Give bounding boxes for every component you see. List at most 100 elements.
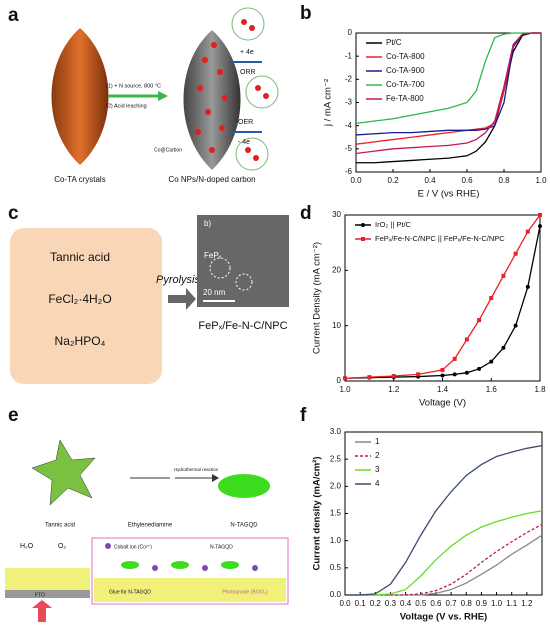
panel-label: b (300, 3, 312, 24)
y-tick-label: 0.5 (330, 563, 342, 572)
y-tick-label: -1 (345, 51, 353, 60)
marker (452, 372, 457, 377)
reagent: Tannic acid (50, 250, 110, 264)
x-tick-label: 0.3 (385, 599, 397, 608)
series-line (355, 32, 541, 124)
arrow-head (186, 288, 196, 310)
x-tick-label: 0.1 (355, 599, 367, 608)
x-tick-label: 0.0 (339, 599, 351, 608)
y-tick-label: -5 (345, 144, 353, 153)
legend-label: Co-TA-700 (386, 80, 425, 89)
nanoparticles (195, 42, 228, 153)
marker (513, 251, 518, 256)
x-tick-label: 0.8 (461, 599, 473, 608)
y-tick-label: 0.0 (330, 590, 342, 599)
x-tick-label: 1.0 (339, 385, 351, 394)
y-tick-label: 10 (332, 321, 341, 330)
y-tick-label: -4 (345, 121, 353, 130)
panel-label: f (300, 405, 307, 426)
reagent-box (10, 228, 162, 384)
scale-label: 20 nm (203, 288, 226, 297)
legend-label: IrO₂ || Pt/C (375, 220, 412, 229)
legend-label: 2 (375, 451, 380, 460)
legend-label: Fe-TA-800 (386, 94, 424, 103)
arrow-head (158, 91, 168, 101)
legend-text: N-TAGQD (210, 544, 233, 550)
series-line (345, 523, 543, 596)
legend-marker (361, 237, 365, 241)
tem-image (197, 215, 289, 307)
annotation: + 4e (240, 49, 254, 56)
light (32, 600, 52, 622)
caption: Co-TA crystals (54, 175, 105, 184)
y-axis-label: Current density (mA/cm²) (312, 456, 323, 570)
y-tick-label: -6 (345, 167, 353, 176)
marker (501, 273, 506, 278)
x-tick-label: 0.2 (387, 176, 399, 185)
x-tick-label: 1.2 (388, 385, 400, 394)
x-tick-label: 1.1 (506, 599, 518, 608)
caption: Co NPs/N-doped carbon (168, 175, 255, 184)
marker (440, 373, 445, 378)
y-tick-label: 0 (337, 376, 342, 385)
legend-text: Cobalt ion (Co²⁺) (114, 544, 152, 550)
marker (525, 229, 530, 234)
highlight (209, 257, 231, 279)
highlight (235, 273, 253, 291)
marker (525, 284, 530, 289)
series-line (345, 510, 543, 596)
reagent: FeCl₂·4H₂O (48, 292, 111, 306)
crystal (51, 28, 109, 165)
caption: O₂ (58, 543, 66, 550)
x-tick-label: 0.6 (430, 599, 442, 608)
step: (2) Acid leaching (106, 103, 147, 109)
y-axis-label: j / mA cm⁻² (323, 79, 334, 127)
series-line (355, 32, 541, 155)
marker (513, 323, 518, 328)
photoanode (5, 568, 90, 590)
caption: Tannic acid (45, 523, 75, 529)
y-tick-label: 2.0 (330, 481, 342, 490)
caption: N-TAGQD (230, 523, 258, 529)
arrow-head (212, 474, 219, 482)
legend-label: FePₓ/Fe-N-C/NPC || FePₓ/Fe-N-C/NPC (375, 234, 505, 243)
annotation: ORR (240, 69, 256, 76)
series-line (345, 444, 543, 596)
series-line (345, 534, 543, 596)
series-line (344, 225, 541, 379)
legend-label: Co-TA-800 (386, 52, 425, 61)
x-tick-label: 1.0 (535, 176, 547, 185)
y-tick-label: -3 (345, 98, 353, 107)
y-tick-label: 3.0 (330, 427, 342, 436)
x-axis-label: E / V (vs RHE) (418, 189, 480, 200)
marker (452, 356, 457, 361)
x-axis-label: Voltage (V vs. RHE) (400, 612, 487, 622)
annotation: FePₓ (204, 251, 222, 260)
panel-label: d (300, 203, 312, 224)
panel-label: e (8, 405, 19, 426)
legend-label: Co-TA-900 (386, 66, 425, 75)
caption: Hydrothermal reaction (174, 467, 219, 472)
quantum-dot (218, 474, 270, 498)
y-tick-label: 1.0 (330, 536, 342, 545)
marker (343, 376, 347, 381)
marker (489, 359, 494, 364)
legend-label: 4 (375, 479, 380, 488)
x-tick-label: 1.6 (486, 385, 498, 394)
series-line (356, 32, 541, 164)
marker (477, 318, 482, 323)
marker (489, 296, 494, 300)
bubble-particles (241, 19, 269, 161)
caption: Ethylenediamine (128, 523, 173, 529)
marker (538, 213, 542, 217)
arrow (168, 295, 190, 303)
x-tick-label: 0.6 (461, 176, 473, 185)
x-tick-label: 0.4 (424, 176, 436, 185)
y-tick-label: 30 (332, 210, 341, 219)
caption: H₂O (20, 543, 34, 550)
x-tick-label: 0.2 (370, 599, 382, 608)
x-tick-label: 0.7 (446, 599, 458, 608)
marker (464, 337, 469, 342)
